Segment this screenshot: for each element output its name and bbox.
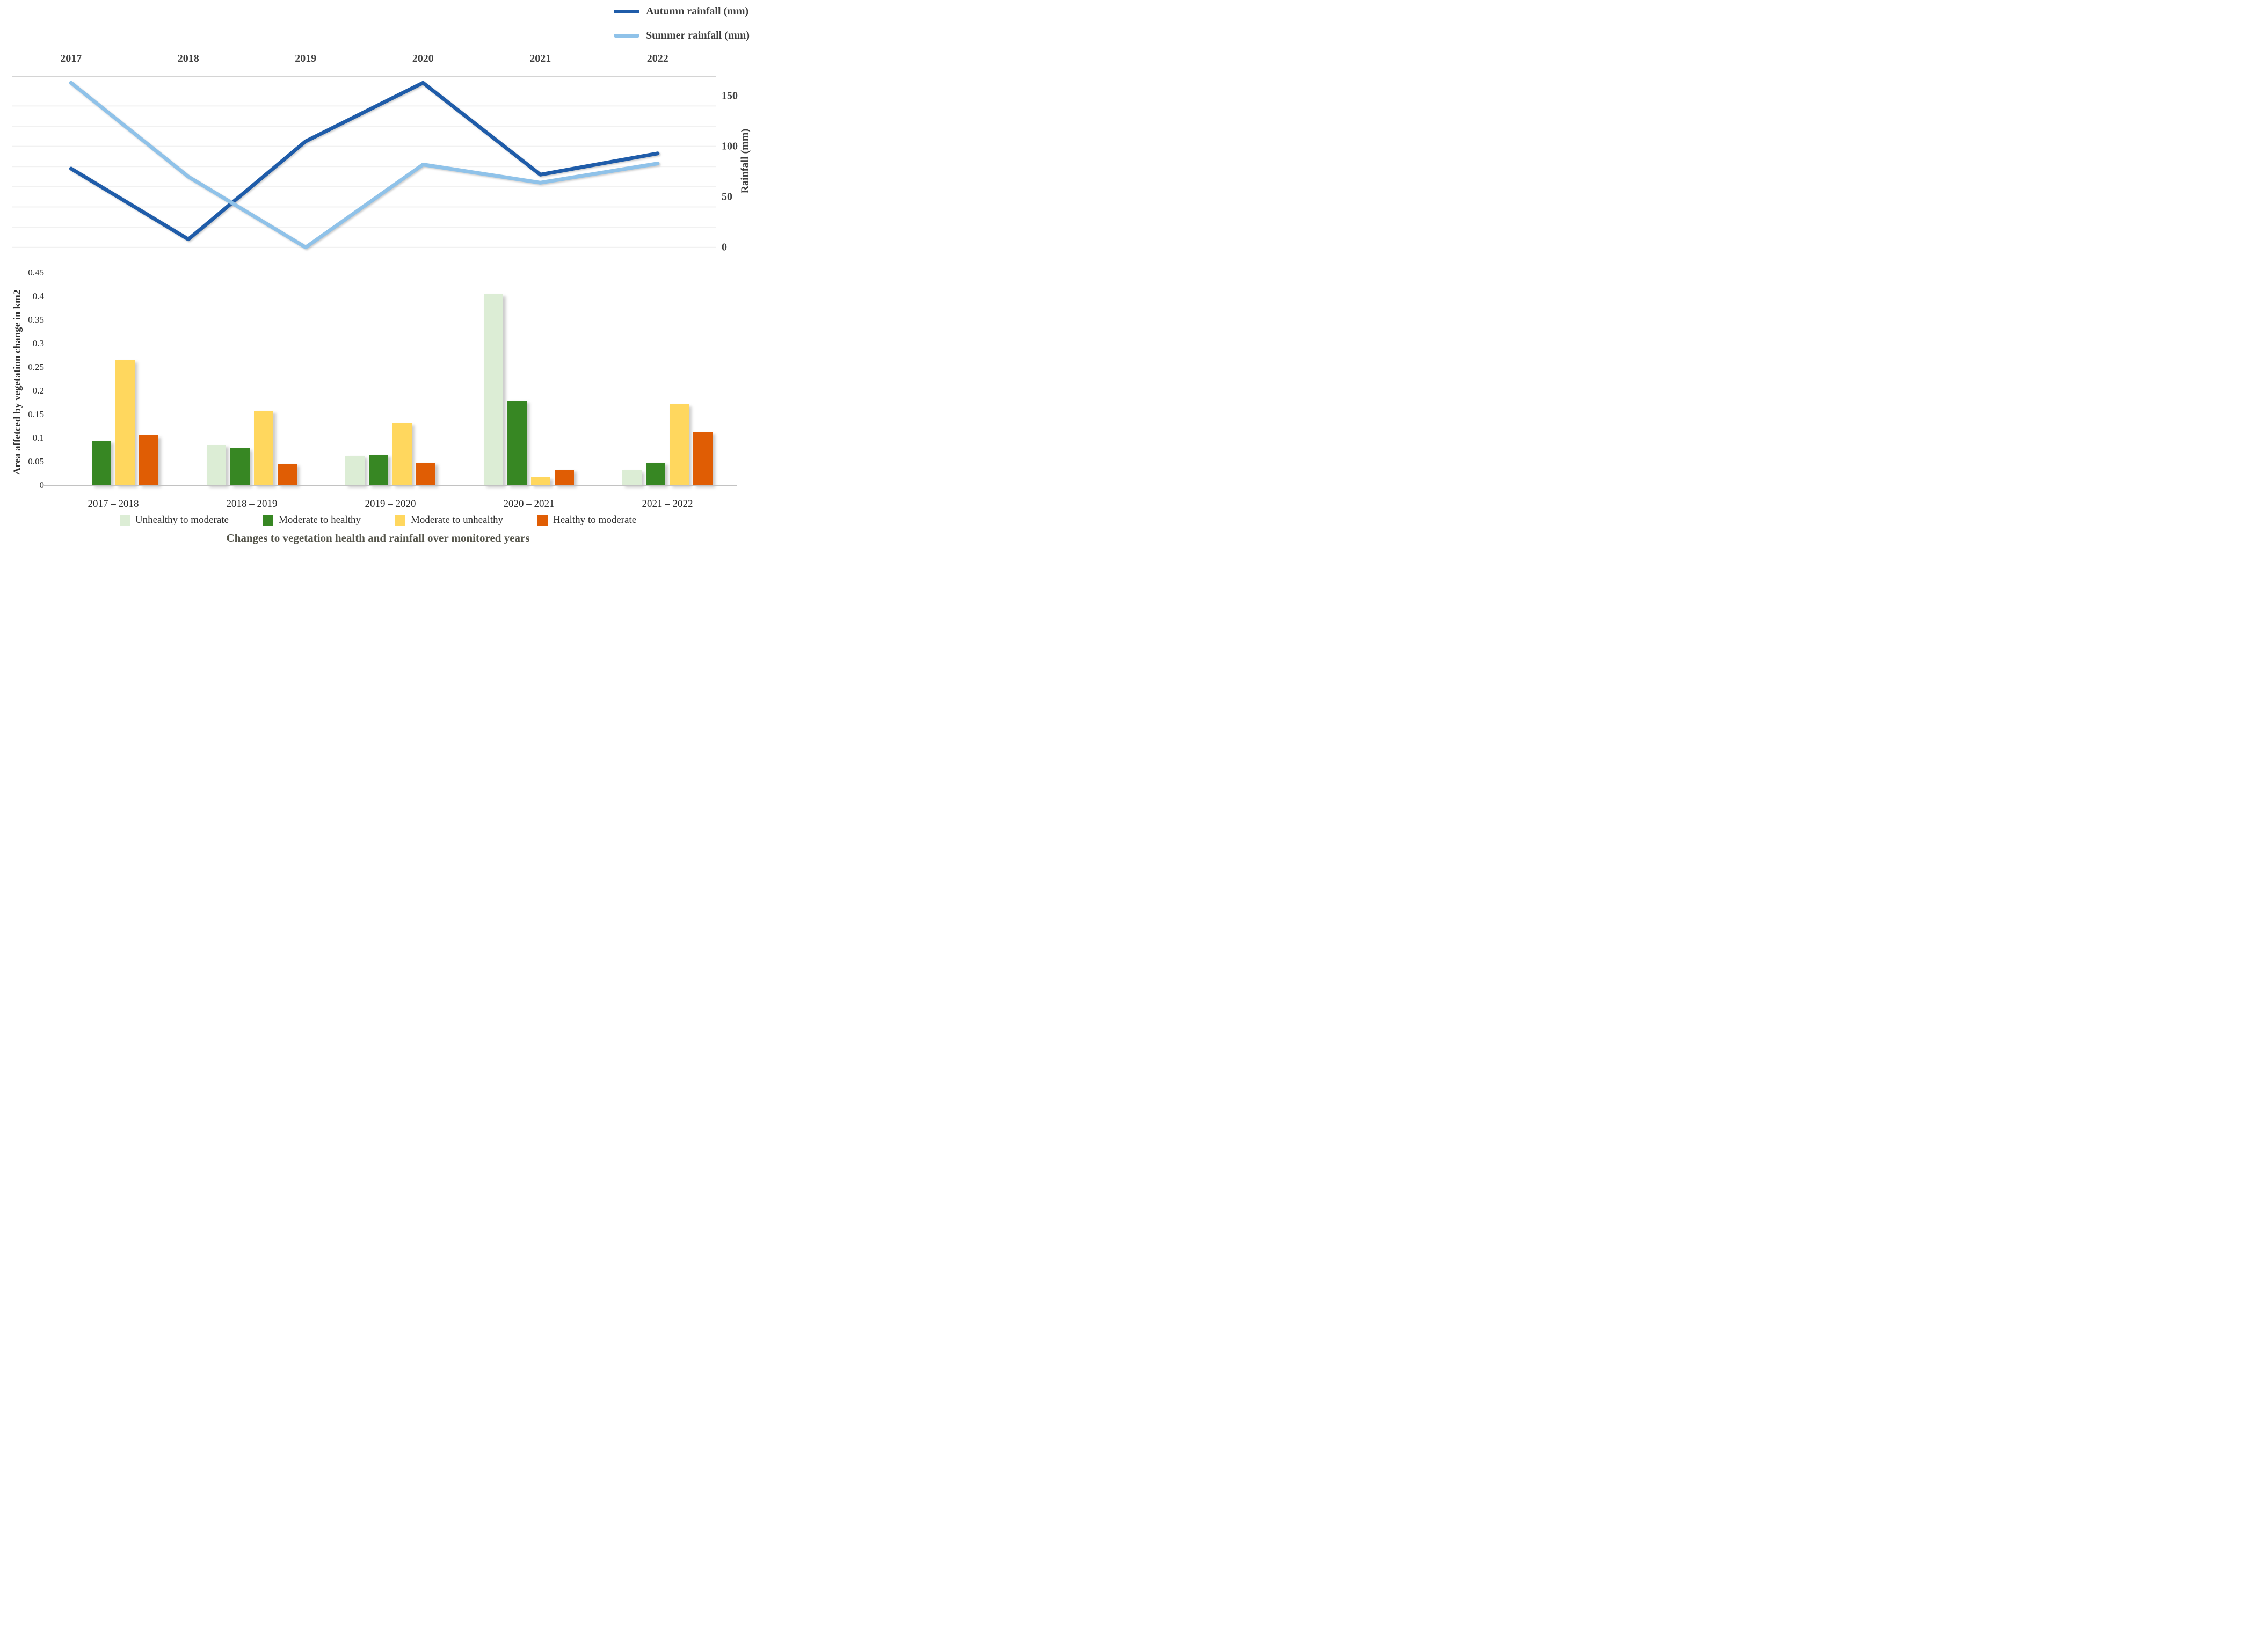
bar-legend-item-1: Unhealthy to moderate [119, 514, 229, 526]
bar-group-5 [598, 273, 737, 485]
bar-chart-baseline [44, 485, 737, 486]
bar-legend-label: Moderate to healthy [278, 514, 361, 526]
category-label-4: 2020 – 2021 [503, 498, 555, 509]
category-label-2: 2018 – 2019 [226, 498, 278, 509]
bar [139, 435, 158, 485]
bar [484, 294, 503, 485]
line-chart-plot-area [12, 76, 716, 261]
bar-chart-category-axis: 2017 – 2018 2018 – 2019 2019 – 2020 2020 – … [44, 498, 737, 510]
legend-label: Summer rainfall (mm) [646, 30, 750, 41]
bar-group-3 [321, 273, 460, 485]
bar-legend-swatch [119, 515, 130, 526]
bar-legend-label: Unhealthy to moderate [135, 514, 229, 526]
category-label-3: 2019 – 2020 [365, 498, 416, 509]
line-chart-legend: Autumn rainfall (mm) Summer rainfall (mm) [614, 5, 750, 42]
bar-legend-swatch [537, 515, 548, 526]
line-chart-year-axis: 2017 2018 2019 2020 2021 2022 [12, 53, 716, 68]
bar [92, 441, 111, 485]
area-axis-title: Area affetced by vegetation change in km… [12, 289, 23, 475]
area-tick-0.45: 0.45 [28, 267, 44, 278]
bar [416, 462, 435, 485]
rainfall-tick-50: 50 [722, 191, 732, 203]
legend-item-summer: Summer rainfall (mm) [614, 30, 750, 42]
area-tick-0.25: 0.25 [28, 362, 44, 372]
legend-item-autumn: Autumn rainfall (mm) [614, 5, 748, 18]
bar-chart-plot-area [44, 273, 737, 485]
bar [207, 445, 226, 485]
bar [392, 423, 412, 485]
combined-rainfall-vegetation-chart: Autumn rainfall (mm) Summer rainfall (mm)… [0, 0, 756, 548]
summer-rainfall-line [69, 81, 660, 250]
bar [646, 462, 665, 485]
area-tick-0.15: 0.15 [28, 409, 44, 419]
bar [254, 411, 273, 485]
year-label-2017: 2017 [60, 53, 82, 64]
area-tick-0.35: 0.35 [28, 315, 44, 325]
year-label-2018: 2018 [177, 53, 199, 64]
bar-group-1 [44, 273, 183, 485]
legend-label: Autumn rainfall (mm) [646, 5, 749, 17]
area-tick-0: 0 [39, 480, 45, 490]
area-tick-0.05: 0.05 [28, 456, 44, 467]
figure-title: Changes to vegetation health and rainfal… [226, 532, 530, 544]
bar [555, 470, 574, 485]
area-tick-0.1: 0.1 [32, 433, 44, 443]
year-label-2021: 2021 [529, 53, 551, 64]
line-chart-svg [12, 76, 716, 250]
bar [230, 448, 250, 485]
rainfall-tick-0: 0 [722, 241, 727, 253]
legend-line-swatch [614, 34, 640, 38]
bar [507, 400, 527, 485]
bar-legend-label: Moderate to unhealthy [411, 514, 504, 526]
bar-legend-swatch [263, 515, 273, 526]
bar [693, 432, 713, 485]
legend-line-swatch [614, 10, 640, 13]
bar [531, 477, 550, 485]
bar-legend-item-4: Healthy to moderate [537, 514, 636, 526]
area-tick-0.3: 0.3 [32, 338, 44, 348]
bar-group-4 [460, 273, 598, 485]
bar-legend-item-2: Moderate to healthy [263, 514, 361, 526]
category-label-1: 2017 – 2018 [88, 498, 139, 509]
rainfall-tick-150: 150 [722, 90, 738, 102]
year-label-2022: 2022 [646, 53, 668, 64]
bar-group-2 [183, 273, 321, 485]
bar-legend-label: Healthy to moderate [553, 514, 637, 526]
bar [369, 454, 388, 485]
bar [670, 404, 689, 485]
bar [622, 470, 642, 485]
bar-legend-swatch [395, 515, 405, 526]
year-label-2020: 2020 [412, 53, 434, 64]
bar [278, 464, 297, 485]
bar-legend-item-3: Moderate to unhealthy [395, 514, 503, 526]
bar [345, 456, 365, 485]
year-label-2019: 2019 [295, 53, 317, 64]
area-tick-0.2: 0.2 [32, 385, 44, 396]
bar [115, 360, 135, 485]
rainfall-tick-100: 100 [722, 140, 738, 152]
rainfall-axis-title: Rainfall (mm) [739, 128, 751, 194]
autumn-rainfall-line [69, 81, 660, 242]
category-label-5: 2021 – 2022 [642, 498, 693, 509]
bar-chart-legend: Unhealthy to moderate Moderate to healthy… [0, 514, 756, 526]
area-tick-0.4: 0.4 [32, 291, 44, 301]
